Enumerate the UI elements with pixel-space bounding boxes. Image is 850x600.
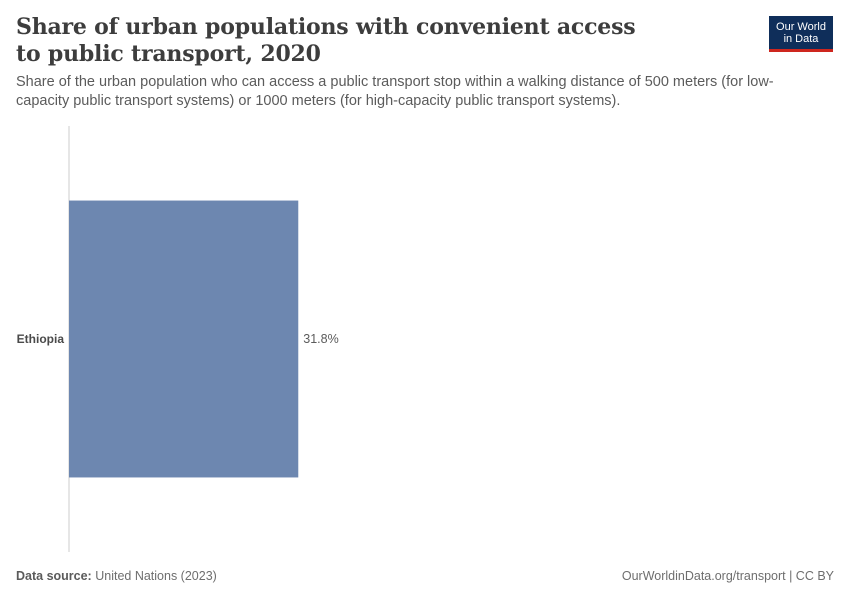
bar-chart: Ethiopia 31.8% xyxy=(17,126,339,552)
source-label: Data source: xyxy=(16,569,92,583)
category-label: Ethiopia xyxy=(17,332,65,346)
value-label: 31.8% xyxy=(303,332,338,346)
chart-title: Share of urban populations with convenie… xyxy=(16,14,636,67)
chart-subtitle: Share of the urban population who can ac… xyxy=(16,74,774,109)
source-value[interactable]: United Nations (2023) xyxy=(95,569,217,583)
bar[interactable] xyxy=(69,200,299,478)
data-source: Data source: United Nations (2023) xyxy=(16,569,217,583)
logo-line-2: in Data xyxy=(783,32,819,45)
url-license[interactable]: OurWorldinData.org/transport | CC BY xyxy=(621,569,834,583)
owid-logo[interactable]: Our World in Data xyxy=(769,16,833,52)
logo-line-1: Our World xyxy=(776,20,826,33)
